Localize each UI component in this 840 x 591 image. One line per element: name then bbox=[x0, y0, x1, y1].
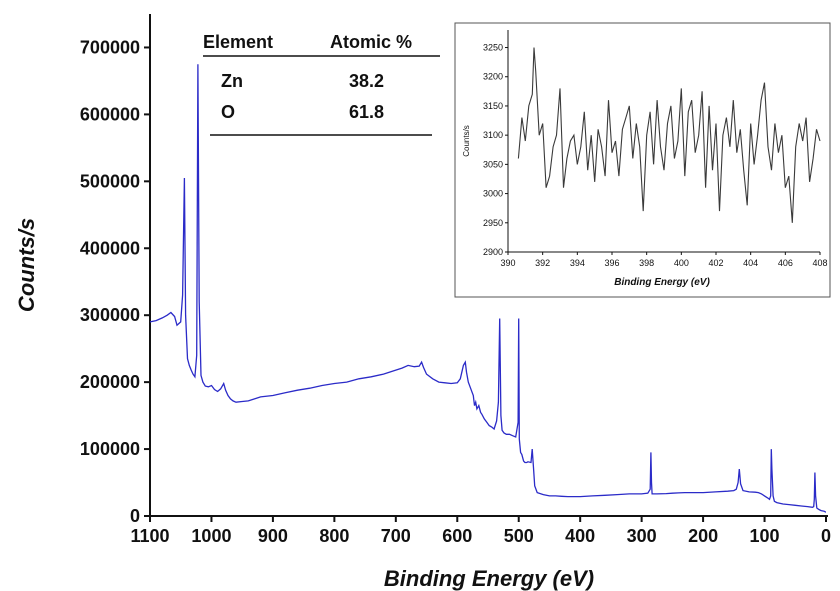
inset-plot: 390 392 394 396 398 400 402 404 406 408 2900 2950 3… bbox=[454, 22, 831, 298]
inset-x-tick-label: 394 bbox=[570, 258, 585, 268]
main-x-tick-label: 700 bbox=[381, 526, 411, 546]
inset-x-tick-label: 404 bbox=[743, 258, 758, 268]
composition-table: Element Atomic % Zn 38.2 O 61.8 bbox=[203, 32, 440, 136]
main-x-tick-label: 800 bbox=[319, 526, 349, 546]
main-plot: 1100 1000 900 800 700 600 500 400 300 200 100 0 010… bbox=[14, 14, 831, 591]
main-x-tick-label: 400 bbox=[565, 526, 595, 546]
inset-x-tick-label: 396 bbox=[604, 258, 619, 268]
inset-series-line bbox=[517, 47, 821, 223]
inset-y-tick-label: 3000 bbox=[483, 189, 503, 199]
inset-x-tick-label: 392 bbox=[535, 258, 550, 268]
inset-x-axis-title: Binding Energy (eV) bbox=[614, 277, 710, 288]
inset-x-tick-label: 406 bbox=[778, 258, 793, 268]
main-y-tick-label: 400000 bbox=[80, 238, 140, 258]
main-y-axis-title: Counts/s bbox=[14, 218, 39, 312]
main-y-tick-label: 700000 bbox=[80, 37, 140, 57]
inset-y-tick-label: 2950 bbox=[483, 218, 503, 228]
main-x-tick-label: 1100 bbox=[130, 526, 169, 546]
inset-y-tick-label: 3100 bbox=[483, 130, 503, 140]
table-cell-zn-value: 38.2 bbox=[349, 71, 384, 91]
main-x-tick-label: 100 bbox=[750, 526, 780, 546]
main-x-tick-label: 500 bbox=[504, 526, 534, 546]
main-series-line bbox=[149, 64, 826, 513]
table-header-atomic-percent: Atomic % bbox=[330, 32, 412, 52]
inset-y-tick-label: 3250 bbox=[483, 43, 503, 53]
inset-x-tick-label: 402 bbox=[708, 258, 723, 268]
inset-y-axis-title: Counts/s bbox=[462, 125, 471, 157]
table-cell-zn-element: Zn bbox=[221, 71, 243, 91]
inset-y-tick-label: 3150 bbox=[483, 101, 503, 111]
main-y-tick-label: 200000 bbox=[80, 372, 140, 392]
main-x-tick-label: 300 bbox=[627, 526, 657, 546]
main-x-tick-label: 600 bbox=[442, 526, 472, 546]
table-header-element: Element bbox=[203, 32, 273, 52]
inset-x-tick-label: 400 bbox=[674, 258, 689, 268]
inset-y-tick-label: 3050 bbox=[483, 159, 503, 169]
main-x-tick-label: 900 bbox=[258, 526, 288, 546]
inset-x-tick-label: 408 bbox=[812, 258, 827, 268]
main-x-tick-label: 0 bbox=[821, 526, 831, 546]
main-y-tick-label: 0 bbox=[130, 506, 140, 526]
inset-frame bbox=[454, 22, 831, 298]
main-x-tick-label: 1000 bbox=[191, 526, 231, 546]
main-y-tick-label: 600000 bbox=[80, 104, 140, 124]
inset-x-tick-label: 390 bbox=[500, 258, 515, 268]
table-cell-o-element: O bbox=[221, 102, 235, 122]
inset-y-tick-label: 3200 bbox=[483, 72, 503, 82]
main-x-axis-title: Binding Energy (eV) bbox=[384, 566, 594, 591]
inset-y-tick-label: 2900 bbox=[483, 247, 503, 257]
table-cell-o-value: 61.8 bbox=[349, 102, 384, 122]
main-y-tick-label: 100000 bbox=[80, 439, 140, 459]
inset-x-tick-label: 398 bbox=[639, 258, 654, 268]
main-y-tick-label: 500000 bbox=[80, 171, 140, 191]
main-y-tick-label: 300000 bbox=[80, 305, 140, 325]
main-x-tick-label: 200 bbox=[688, 526, 718, 546]
